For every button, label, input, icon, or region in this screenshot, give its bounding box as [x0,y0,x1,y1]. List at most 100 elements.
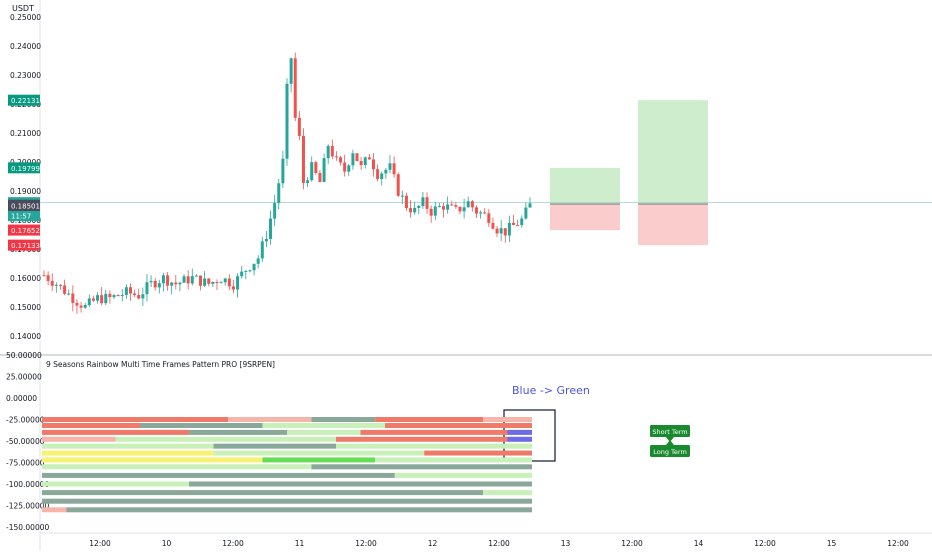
candle-body [376,169,380,180]
time-axis-tick-label: 12:00 [887,539,909,548]
rainbow-segment [213,443,336,449]
candle-body [330,145,334,157]
candle-body [75,302,79,306]
price-axis-tick-label: 0.14000 [10,332,41,341]
candle-body [318,172,322,182]
candle-body [446,204,450,210]
candle-body [58,284,62,286]
candle-body [466,201,470,208]
price-axis-tick-label: 0.19000 [10,187,41,196]
candle-body [351,153,355,166]
indicator-axis-tick-label: 50.00000 [6,351,42,360]
candle-body [240,271,244,277]
candle-body [458,206,462,212]
candle-body [326,145,330,159]
price-axis-tick-label: 0.15000 [10,303,41,312]
rainbow-segment [42,429,189,435]
time-axis-tick-label: 12:00 [222,539,244,548]
price-badge[interactable]: 0.22131 [8,94,40,106]
rainbow-segment [42,498,532,504]
candle-body [528,203,532,208]
candle-body [380,173,384,180]
short-term-tag[interactable]: Short Term [650,425,690,442]
candle-body [46,275,50,281]
candle-body [487,213,491,223]
candle-body [371,159,375,170]
candle-body [516,224,520,226]
candle-body [227,278,231,287]
candle-body [334,156,338,158]
candle-body [112,295,116,298]
price-badge[interactable]: 0.19799 [8,162,40,174]
candle-body [190,276,194,284]
price-badge-bg [8,94,40,106]
candle-body [207,278,211,284]
candle-body [273,203,277,219]
time-axis-tick-label: 12:00 [89,539,111,548]
indicator-axis-tick-label: -150.00000 [6,523,49,532]
indicator-axis-tick-label: -125.00000 [6,502,49,511]
price-badge-label: 0.18501 [11,202,40,210]
price-badge[interactable]: 11:57 [8,210,40,222]
candle-body [289,58,293,84]
candle-body [470,201,474,208]
rainbow-segment [42,464,312,470]
candle-body [450,204,454,206]
indicator-axis-tick-label: -100.00000 [6,480,49,489]
candle-body [404,195,408,209]
time-axis-tick-label: 12:00 [621,539,643,548]
rainbow-segment [262,457,376,463]
candle-body [306,180,310,183]
long-term-tag[interactable]: Long Term [650,440,690,457]
candle-body [170,282,174,286]
candle-body [174,282,178,285]
rainbow-segment [311,464,532,470]
price-badge-bg [8,210,40,222]
rainbow-segment [115,436,336,442]
rainbow-segment [507,436,532,442]
candle-body [442,206,446,210]
annotation-text[interactable]: Blue -> Green [512,384,590,397]
candle-body [339,157,343,163]
price-badge-bg [8,239,40,251]
candle-body [219,282,223,284]
long-term-tag-label: Long Term [653,448,687,456]
price-badge[interactable]: 0.17652 [8,224,40,236]
rainbow-segment [42,457,263,463]
price-badge-label: 0.17652 [11,227,40,235]
rainbow-segment [42,507,67,513]
candle-body [454,205,458,207]
candle-body [396,174,400,196]
price-badge[interactable]: 0.17133 [8,239,40,251]
time-axis-tick-label: 15 [827,539,837,548]
candle-body [524,207,528,219]
candle-body [343,162,347,172]
candle-body [87,298,91,306]
candle-body [322,158,326,182]
candle-body [474,207,478,214]
candle-body [462,207,466,212]
candle-body [203,278,207,286]
rainbow-segment [228,417,312,422]
time-axis-tick-label: 12:00 [355,539,377,548]
candle-body [178,282,182,285]
candle-body [347,165,351,172]
price-badge[interactable]: 0.18501 [8,199,40,211]
candle-body [479,212,483,214]
candle-body [499,228,503,234]
candle-body [413,207,417,213]
price-badge-label: 0.17133 [11,242,40,250]
candle-body [433,206,437,216]
indicator-axis-tick-label: -50.00000 [6,437,45,446]
indicator-axis-tick-label: 25.00000 [6,373,42,382]
candle-body [244,270,248,272]
candle-body [149,280,153,283]
rainbow-segment [287,429,361,435]
candle-body [269,218,273,239]
candle-body [355,153,359,162]
candle-body [161,275,165,284]
candle-body [520,218,524,226]
time-axis-tick-label: 14 [694,539,704,548]
